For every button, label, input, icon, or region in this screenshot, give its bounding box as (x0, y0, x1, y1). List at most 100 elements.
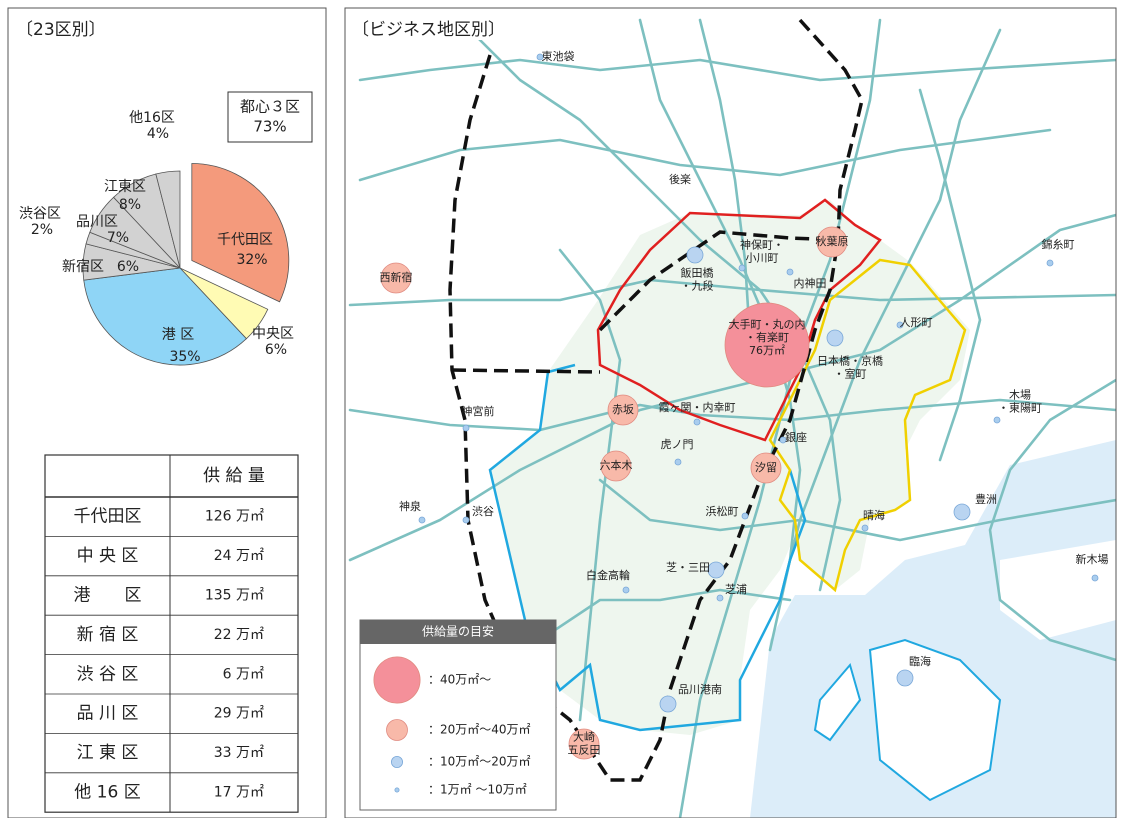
slice-value: 35% (169, 349, 200, 365)
legend-label: ：40万㎡～ (428, 673, 491, 687)
legend-box (359, 619, 557, 811)
legend-label: ：20万㎡～40万㎡ (428, 723, 531, 737)
slice-label: 新宿区 (62, 258, 104, 275)
place-label: 後楽 (669, 172, 691, 186)
legend-swatch (390, 756, 403, 769)
place-label: 飯田橋 (681, 266, 714, 280)
row-name: 港 区 (74, 586, 142, 606)
row-value: 126 万㎡ (205, 509, 264, 525)
row-name: 江 東 区 (77, 743, 139, 763)
row-name: 新 宿 区 (77, 625, 139, 645)
row-name: 中 央 区 (77, 546, 139, 566)
slice-label: 中央区 (252, 326, 294, 342)
pie-slice (191, 163, 290, 303)
place-bubble (1091, 574, 1099, 582)
legend-header (360, 620, 556, 644)
place-label: ・九段 (681, 279, 714, 293)
annotation: 都心３区 (240, 98, 300, 116)
place-label: 銀座 (785, 430, 807, 444)
place-label: 西新宿 (380, 270, 413, 284)
place-label: 大崎 (573, 730, 595, 744)
place-label: 新木場 (1076, 552, 1109, 566)
row-value: 33 万㎡ (214, 745, 264, 761)
place-bubble (750, 452, 782, 484)
slice-value: 32% (236, 252, 267, 268)
row-name: 千代田区 (74, 507, 142, 527)
place-bubble (816, 226, 848, 258)
row-value: 22 万㎡ (214, 627, 264, 643)
legend-swatch (373, 656, 421, 704)
pie-slice (155, 170, 181, 269)
place-label: 渋谷 (472, 505, 494, 518)
yamanote-line (448, 18, 864, 782)
place-bubble (693, 418, 701, 426)
place-bubble (861, 524, 869, 532)
table-header: 供 給 量 (203, 466, 265, 486)
annotation: 73% (253, 118, 286, 136)
slice-value: 4% (147, 126, 169, 142)
rail-line (598, 230, 839, 332)
row-value: 29 万㎡ (214, 706, 264, 722)
place-bubble (786, 268, 794, 276)
waterfront-outline (768, 258, 967, 593)
legend: ：40万㎡～ ：20万㎡～40万㎡ ：10万㎡～20万㎡ ：1万㎡ ～10万㎡ (373, 656, 531, 797)
annotation-box (227, 91, 313, 143)
place-bubble (896, 321, 904, 329)
place-bubble (380, 262, 412, 294)
place-bubble (724, 302, 810, 388)
map-title: 〔ビジネス地区別〕 (352, 20, 505, 40)
row-value: 6 万㎡ (223, 666, 264, 682)
place-label: 東池袋 (542, 49, 575, 63)
place-bubble (536, 53, 544, 61)
area-outline (488, 363, 807, 732)
place-bubble (896, 669, 914, 687)
place-label: 赤坂 (612, 403, 634, 416)
row-value: 135 万㎡ (205, 588, 264, 604)
row-name: 他 16 区 (74, 783, 140, 803)
place-bubble (462, 516, 470, 524)
place-label: ・東陽町 (998, 402, 1042, 415)
pie-slice (83, 267, 247, 366)
place-label: 品川港南 (678, 683, 722, 696)
place-label: 秋葉原 (816, 234, 849, 248)
row-value: 24 万㎡ (214, 548, 264, 564)
place-bubble (1046, 259, 1054, 267)
place-label: 霞ヶ関・内幸町 (659, 400, 736, 414)
place-bubble (568, 728, 600, 760)
place-bubble (418, 516, 426, 524)
place-bubble (826, 329, 844, 347)
place-bubble (462, 424, 470, 432)
place-label: 白金高輪 (586, 568, 630, 582)
place-bubble (707, 561, 725, 579)
legend-swatch (394, 787, 400, 793)
slice-label: 江東区 (104, 179, 146, 195)
place-label: 臨海 (909, 654, 931, 668)
place-bubble (622, 586, 630, 594)
slice-label: 千代田区 (217, 232, 273, 248)
slice-value: 7% (107, 230, 129, 246)
place-bubble (716, 594, 724, 602)
place-bubble (779, 436, 787, 444)
place-label: ・室町 (834, 367, 867, 381)
legend-label: ：1万㎡ ～10万㎡ (428, 783, 527, 797)
left-panel (7, 7, 327, 818)
place-label: 虎ノ門 (661, 438, 694, 451)
place-bubble (659, 695, 677, 713)
place-bubble (953, 503, 971, 521)
slice-label: 港 区 (162, 327, 194, 343)
place-bubble (600, 450, 632, 482)
legend-swatch (386, 719, 408, 741)
place-bubble (686, 246, 704, 264)
slice-value: 6% (117, 259, 139, 275)
place-bubble (993, 416, 1001, 424)
place-label: 汐留 (755, 460, 777, 474)
slice-label: 渋谷区 (19, 206, 61, 222)
landfill (813, 662, 862, 742)
place-label: 浜松町 (706, 504, 739, 518)
place-label: 晴海 (863, 508, 885, 522)
place-label: 豊洲 (975, 493, 997, 506)
